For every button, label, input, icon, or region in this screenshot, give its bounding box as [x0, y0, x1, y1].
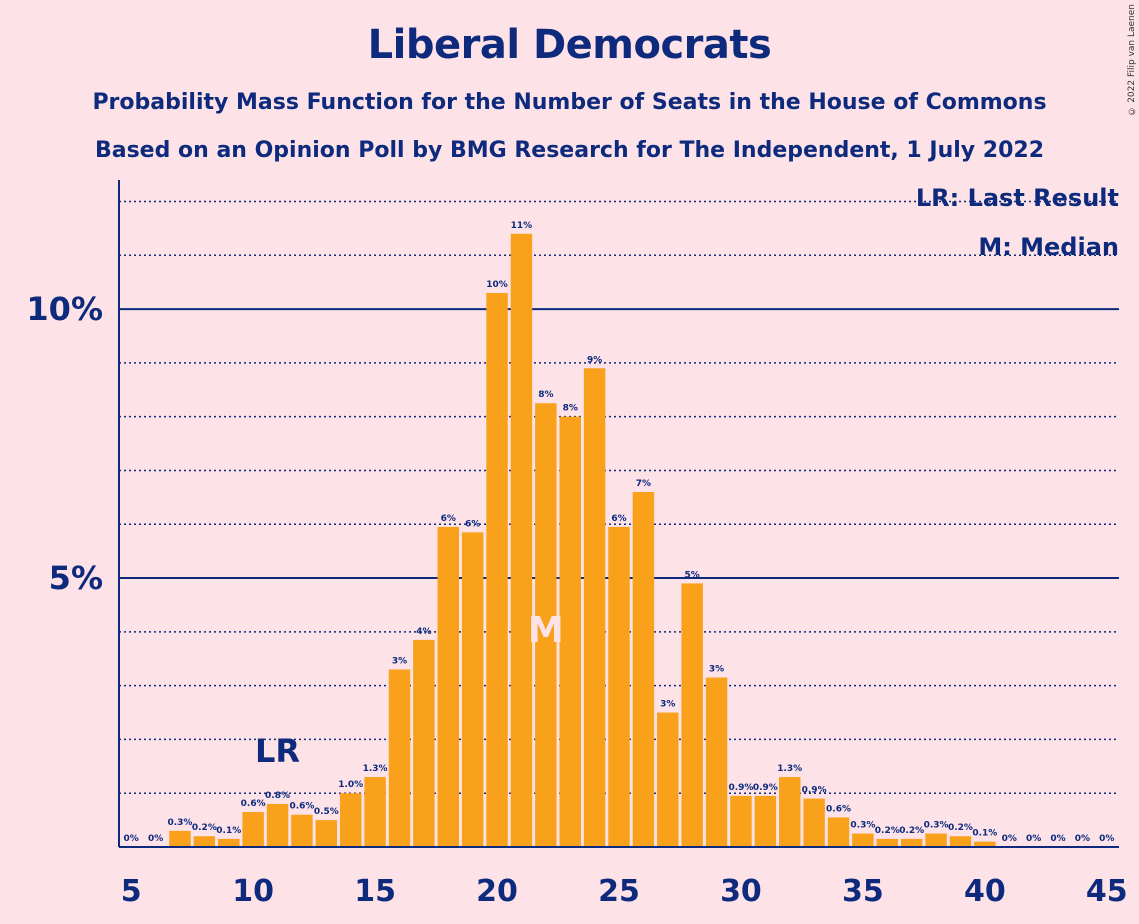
data-label-seat-31: 0.9% — [753, 783, 778, 793]
data-label-seat-35: 0.3% — [850, 821, 875, 831]
bar-seat-13 — [315, 820, 338, 847]
data-label-seat-22: 8% — [538, 390, 553, 400]
data-label-seat-26: 7% — [636, 479, 651, 489]
data-label-seat-10: 0.6% — [241, 799, 266, 809]
bar-seat-10 — [242, 812, 264, 847]
bar-seat-38 — [925, 833, 947, 847]
bar-seat-30 — [730, 795, 752, 847]
bar-seat-27 — [657, 712, 679, 847]
bar-seat-16 — [388, 669, 411, 847]
data-label-seat-18: 6% — [441, 514, 456, 524]
data-label-seat-29: 3% — [709, 665, 724, 675]
bar-seat-29 — [705, 677, 728, 847]
data-label-seat-39: 0.2% — [948, 823, 973, 833]
data-label-seat-38: 0.3% — [924, 821, 949, 831]
data-label-seat-8: 0.2% — [192, 823, 217, 833]
bar-seat-33 — [803, 798, 825, 847]
bar-seat-25 — [608, 526, 630, 847]
bar-seat-8 — [193, 836, 216, 847]
x-tick-label: 45 — [1086, 874, 1128, 909]
y-tick-label: 10% — [26, 290, 103, 328]
data-label-seat-6: 0% — [148, 834, 163, 844]
data-label-seat-41: 0% — [1002, 834, 1017, 844]
bar-seat-26 — [632, 491, 655, 847]
data-label-seat-19: 6% — [465, 519, 480, 529]
bar-seat-15 — [364, 777, 386, 847]
data-label-seat-11: 0.8% — [265, 791, 290, 801]
bar-seat-28 — [681, 583, 703, 847]
bar-seat-11 — [266, 803, 289, 847]
chart-title: Liberal Democrats — [367, 22, 772, 68]
data-label-seat-25: 6% — [611, 514, 626, 524]
bar-seat-34 — [827, 817, 850, 847]
bar-seat-17 — [413, 639, 435, 847]
bar-seat-9 — [218, 838, 240, 847]
data-label-seat-37: 0.2% — [899, 826, 924, 836]
x-tick-label: 35 — [842, 874, 884, 909]
data-label-seat-43: 0% — [1050, 834, 1065, 844]
x-tick-label: 30 — [720, 874, 762, 909]
data-label-seat-33: 0.9% — [802, 786, 827, 796]
bar-seat-7 — [169, 830, 191, 847]
bar-seat-24 — [583, 368, 606, 847]
x-tick-label: 25 — [598, 874, 640, 909]
data-label-seat-30: 0.9% — [728, 783, 753, 793]
bar-seat-32 — [779, 777, 801, 847]
x-tick-label: 40 — [964, 874, 1006, 909]
data-label-seat-20: 10% — [486, 280, 508, 290]
median-marker: M — [528, 610, 564, 651]
bar-seat-14 — [339, 793, 362, 847]
data-label-seat-21: 11% — [511, 221, 533, 231]
data-label-seat-13: 0.5% — [314, 807, 339, 817]
data-label-seat-14: 1.0% — [338, 780, 363, 790]
bar-seat-12 — [291, 814, 313, 847]
bar-seat-36 — [876, 838, 899, 847]
data-label-seat-44: 0% — [1075, 834, 1090, 844]
data-label-seat-32: 1.3% — [777, 764, 802, 774]
data-label-seat-9: 0.1% — [216, 826, 241, 836]
data-label-seat-27: 3% — [660, 700, 675, 710]
data-label-seat-28: 5% — [685, 570, 700, 580]
data-label-seat-23: 8% — [563, 404, 578, 414]
legend-median: M: Median — [978, 233, 1119, 261]
y-tick-label: 5% — [49, 559, 103, 597]
x-tick-label: 20 — [476, 874, 518, 909]
x-tick-label: 5 — [121, 874, 142, 909]
last-result-marker: LR — [255, 732, 300, 770]
data-label-seat-40: 0.1% — [972, 829, 997, 839]
bar-seat-40 — [974, 841, 996, 847]
bar-seat-18 — [437, 526, 459, 847]
data-label-seat-24: 9% — [587, 355, 602, 365]
data-label-seat-17: 4% — [416, 627, 431, 637]
bar-seat-21 — [510, 233, 533, 847]
bar-seat-22 — [535, 403, 557, 847]
data-label-seat-42: 0% — [1026, 834, 1041, 844]
chart-subtitle-1: Probability Mass Function for the Number… — [92, 90, 1047, 115]
bar-seat-39 — [949, 836, 972, 847]
bar-seat-20 — [486, 292, 508, 847]
bar-seat-23 — [559, 416, 581, 847]
bar-seat-19 — [461, 532, 484, 847]
data-label-seat-7: 0.3% — [167, 818, 192, 828]
x-tick-label: 10 — [232, 874, 274, 909]
data-label-seat-34: 0.6% — [826, 804, 851, 814]
data-label-seat-5: 0% — [124, 834, 139, 844]
data-label-seat-12: 0.6% — [289, 802, 314, 812]
bar-seat-37 — [900, 838, 923, 847]
data-label-seat-36: 0.2% — [875, 826, 900, 836]
chart-subtitle-2: Based on an Opinion Poll by BMG Research… — [94, 138, 1045, 163]
data-label-seat-16: 3% — [392, 656, 407, 666]
data-label-seat-15: 1.3% — [363, 764, 388, 774]
legend-last-result: LR: Last Result — [915, 184, 1119, 212]
bar-seat-35 — [852, 833, 874, 847]
x-tick-label: 15 — [354, 874, 396, 909]
bar-seat-31 — [754, 795, 777, 847]
data-label-seat-45: 0% — [1099, 834, 1114, 844]
